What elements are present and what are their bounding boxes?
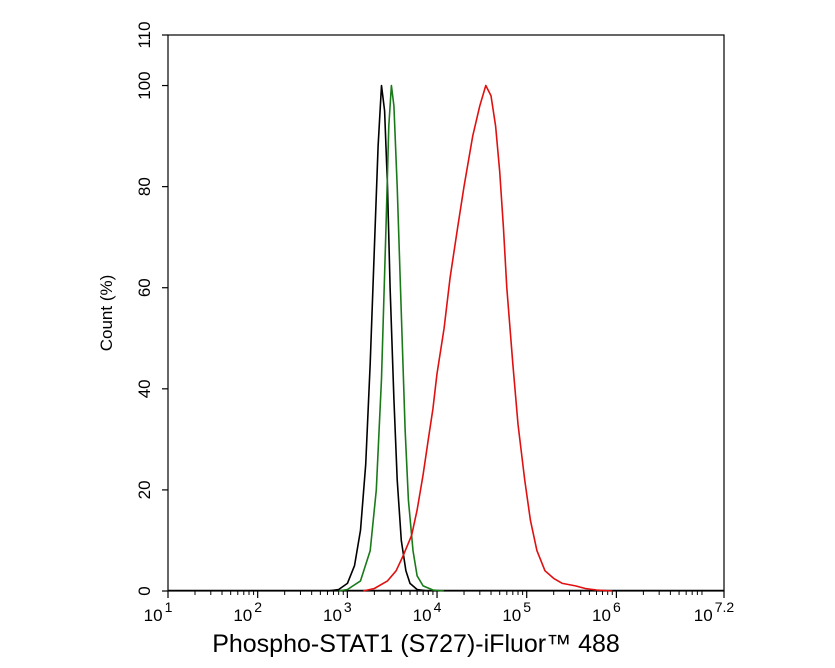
- y-tick-label: 110: [135, 21, 154, 48]
- histogram-series: [168, 84, 724, 592]
- y-axis-title: Count (%): [97, 275, 116, 352]
- series-line-2: [338, 84, 445, 592]
- x-tick-label: 10 3: [323, 599, 352, 625]
- x-axis-title: Phospho-STAT1 (S727)-iFluor™ 488: [212, 630, 620, 658]
- x-tick-label: 10 2: [233, 599, 262, 625]
- y-tick-label: 20: [135, 480, 154, 499]
- y-tick-label: 60: [135, 278, 154, 297]
- axis-ticks: 0 20 40 60 80 100 110 10 1 10 2 10 3 10 4 10 5 10 6 10 7.2: [135, 21, 734, 625]
- x-tick-label: 10 4: [413, 599, 442, 625]
- y-tick-label: 80: [135, 177, 154, 196]
- x-tick-label: 10 6: [592, 599, 621, 625]
- series-line-1: [327, 84, 429, 592]
- x-tick-label: 10 1: [144, 599, 173, 625]
- series-line-3: [362, 84, 613, 592]
- y-tick-label: 40: [135, 379, 154, 398]
- x-tick-label: 10 5: [502, 599, 531, 625]
- y-tick-label: 100: [135, 71, 154, 99]
- x-tick-label: 10 7.2: [694, 599, 735, 625]
- y-tick-label: 0: [135, 586, 154, 595]
